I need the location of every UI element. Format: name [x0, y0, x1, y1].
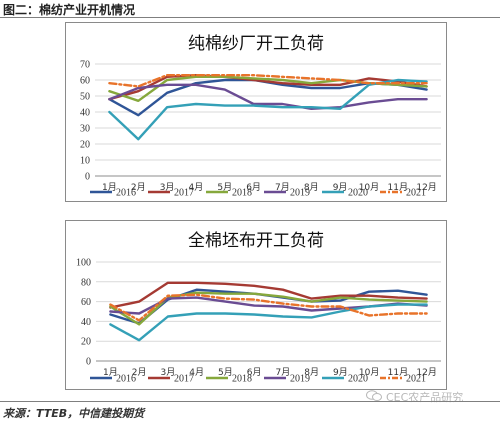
x-tick-label: 12月: [416, 367, 436, 378]
x-tick-label: 7月: [276, 367, 291, 378]
x-tick-label: 11月: [388, 367, 408, 378]
greige-load-chart: 全棉坯布开工负荷 0 20 40 60 80 100 1月 2月 3月 4月 5月 6月 7月 8月 9月 10…: [76, 231, 441, 385]
y-tick-label: 70: [80, 60, 90, 71]
x-tick-label: 6月: [247, 367, 262, 378]
figure-header: 图二：棉纺产业开机情况: [0, 0, 500, 18]
x-tick-label: 5月: [218, 367, 233, 378]
legend-label-2018: 2018: [232, 188, 252, 199]
y-tick-label: 80: [81, 277, 91, 288]
x-tick-label: 9月: [333, 182, 348, 193]
watermark-text: CEC农产品研究: [386, 391, 464, 404]
series-line-2017: [109, 281, 428, 309]
wechat-icon: [366, 390, 382, 401]
y-tick-label: 0: [86, 357, 91, 368]
figure-source: 来源：TTEB，中信建投期货: [3, 407, 145, 420]
x-tick-label: 2月: [131, 182, 146, 193]
x-tick-label: 8月: [304, 182, 319, 193]
chart-panel-greige: 全棉坯布开工负荷 0 20 40 60 80 100 1月 2月 3月 4月 5月 6月 7月 8月 9月 10…: [65, 220, 447, 390]
y-tick-label: 20: [80, 140, 90, 151]
x-tick-label: 1月: [102, 182, 117, 193]
x-tick-label: 9月: [333, 367, 348, 378]
y-tick-label: 100: [76, 258, 91, 269]
y-tick-label: 0: [85, 172, 90, 183]
x-tick-label: 12月: [416, 182, 436, 193]
x-tick-label: 6月: [246, 182, 261, 193]
legend-label-2017: 2017: [174, 188, 194, 199]
series-line-2020: [109, 303, 428, 342]
yarn-load-chart: 纯棉纱厂开工负荷 0 10 20 30 40 50 60 70 1月 2月 3月 4月 5月 6月 7月 8月 9…: [80, 34, 441, 199]
x-tick-label: 2月: [132, 367, 147, 378]
y-tick-label: 30: [80, 124, 90, 135]
x-tick-label: 11月: [388, 182, 408, 193]
y-tick-label: 60: [80, 76, 90, 87]
x-tick-label: 8月: [304, 367, 319, 378]
y-tick-label: 60: [81, 297, 91, 308]
legend-label-2020: 2020: [348, 374, 368, 385]
x-tick-label: 10月: [359, 182, 379, 193]
legend-label-2016: 2016: [116, 188, 136, 199]
figure-footer: 来源：TTEB，中信建投期货: [0, 401, 500, 422]
legend-label-2021: 2021: [406, 374, 426, 385]
x-tick-label: 4月: [189, 182, 204, 193]
series-line-2020: [108, 78, 428, 141]
x-tick-label: 10月: [359, 367, 379, 378]
series-line-2021: [109, 293, 428, 322]
x-tick-label: 4月: [189, 367, 204, 378]
x-tick-label: 3月: [161, 367, 176, 378]
y-tick-label: 50: [80, 92, 90, 103]
y-tick-label: 40: [81, 317, 91, 328]
legend-label-2018: 2018: [232, 374, 252, 385]
chart-title: 全棉坯布开工负荷: [188, 231, 324, 251]
legend-label-2021: 2021: [406, 188, 426, 199]
series-line-2017: [108, 74, 428, 101]
y-tick-label: 10: [80, 156, 90, 167]
series-line-2021: [108, 74, 428, 88]
watermark: CEC农产品研究: [366, 388, 496, 406]
legend-label-2019: 2019: [290, 188, 310, 199]
figure-title: 图二：棉纺产业开机情况: [3, 3, 136, 17]
x-tick-label: 5月: [217, 182, 232, 193]
chart-panel-yarn: 纯棉纱厂开工负荷 0 10 20 30 40 50 60 70 1月 2月 3月 4月 5月 6月 7月 8月 9…: [65, 22, 447, 202]
x-tick-label: 1月: [103, 367, 118, 378]
legend-label-2020: 2020: [348, 188, 368, 199]
y-tick-label: 20: [81, 337, 91, 348]
legend-label-2016: 2016: [116, 374, 136, 385]
chart-title: 纯棉纱厂开工负荷: [188, 34, 324, 54]
y-tick-label: 40: [80, 108, 90, 119]
series-line-2019: [108, 83, 428, 111]
x-tick-label: 7月: [275, 182, 290, 193]
x-tick-label: 3月: [160, 182, 175, 193]
legend-label-2017: 2017: [174, 374, 194, 385]
legend-label-2019: 2019: [290, 374, 310, 385]
